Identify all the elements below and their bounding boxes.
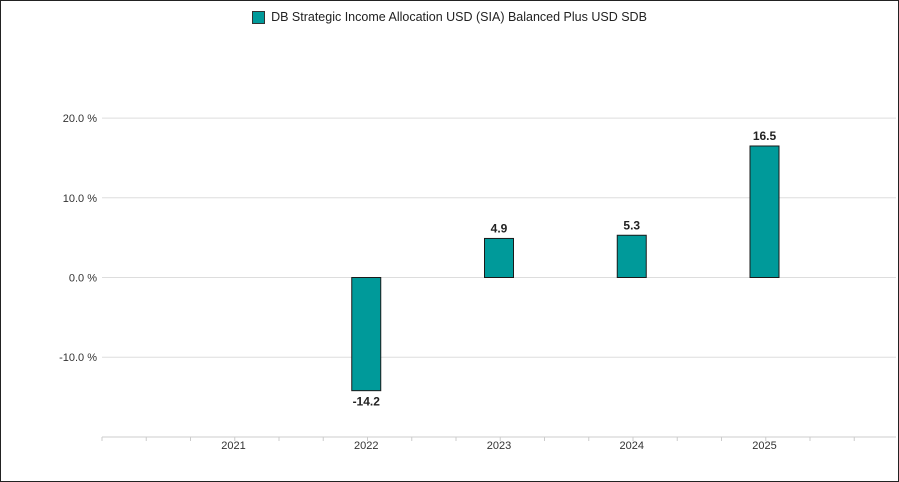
y-axis-ticks: -10.0 % 0.0 % 10.0 % 20.0 % xyxy=(59,113,97,364)
bars xyxy=(351,145,780,392)
x-tick-label: 2023 xyxy=(487,440,511,452)
bar xyxy=(484,237,514,279)
legend-swatch xyxy=(252,10,266,24)
data-label: 5.3 xyxy=(623,218,640,232)
legend: DB Strategic Income Allocation USD (SIA)… xyxy=(0,10,899,24)
y-tick-label: 0.0 % xyxy=(69,273,97,285)
bar xyxy=(749,145,780,278)
bar xyxy=(351,277,382,392)
x-axis: 2021 2022 2023 2024 2025 xyxy=(101,436,896,452)
data-label: -14.2 xyxy=(353,395,381,409)
x-tick-label: 2024 xyxy=(620,440,644,452)
x-tick-label: 2025 xyxy=(752,440,776,452)
data-label: 16.5 xyxy=(753,129,777,143)
y-tick-label: 20.0 % xyxy=(63,113,97,125)
bar xyxy=(616,234,647,279)
legend-label: DB Strategic Income Allocation USD (SIA)… xyxy=(271,10,647,24)
x-tick-label: 2022 xyxy=(354,440,378,452)
data-labels: -14.2 4.9 5.3 16.5 xyxy=(353,129,777,409)
x-tick-label: 2021 xyxy=(221,440,245,452)
y-tick-label: 10.0 % xyxy=(63,193,97,205)
y-tick-label: -10.0 % xyxy=(59,352,97,364)
data-label: 4.9 xyxy=(491,221,508,235)
